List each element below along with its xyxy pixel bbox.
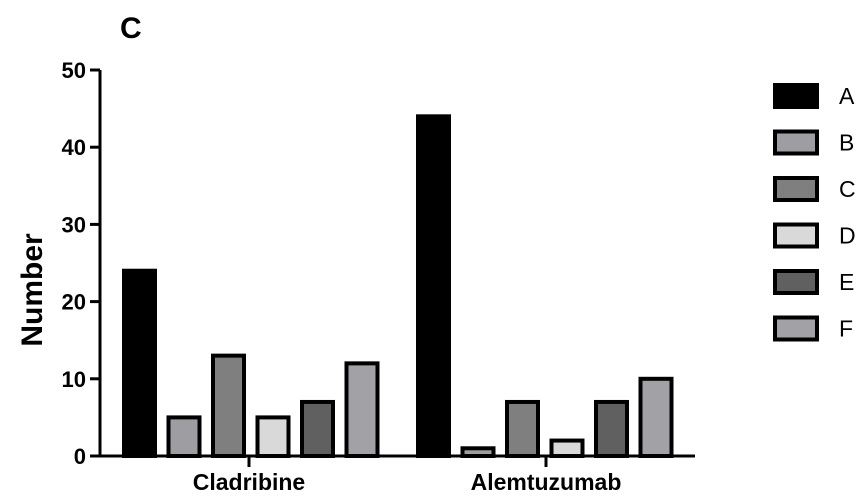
panel-label: C bbox=[120, 12, 142, 45]
bar-cladribine-c bbox=[211, 353, 246, 459]
bar-alemtuzumab-f bbox=[638, 376, 674, 458]
y-tick-label: 10 bbox=[62, 367, 86, 392]
legend-label-b: B bbox=[839, 130, 854, 156]
x-category-label: Cladribine bbox=[193, 469, 305, 495]
y-tick-label: 40 bbox=[62, 135, 86, 160]
y-tick-label: 30 bbox=[62, 212, 86, 237]
legend-label-d: D bbox=[839, 223, 856, 249]
bar-cladribine-d bbox=[255, 415, 291, 458]
y-tick-label: 20 bbox=[62, 290, 86, 315]
bar-cladribine-f bbox=[344, 361, 380, 458]
y-axis-title: Number bbox=[16, 233, 49, 347]
legend-label-f: F bbox=[839, 316, 853, 342]
legend-swatch-b bbox=[773, 129, 819, 156]
bar-cladribine-e bbox=[300, 399, 335, 458]
legend-label-a: A bbox=[839, 83, 855, 109]
legend-swatch-e bbox=[773, 269, 819, 295]
y-tick-label: 0 bbox=[74, 444, 86, 469]
axes: 0 10 20 30 40 50 Cladribine Alemtuzumab bbox=[62, 58, 695, 495]
bar-alemtuzumab-c bbox=[505, 399, 540, 458]
bar-cladribine-b bbox=[166, 415, 202, 458]
legend-swatch-c bbox=[773, 176, 819, 202]
legend-label-c: C bbox=[839, 176, 856, 202]
y-tick-label: 50 bbox=[62, 58, 86, 83]
legend-swatch-f bbox=[773, 315, 819, 342]
legend-label-e: E bbox=[839, 269, 854, 295]
bar-cladribine-a bbox=[122, 268, 157, 458]
bar-alemtuzumab-d bbox=[549, 438, 585, 458]
bar-alemtuzumab-e bbox=[594, 399, 629, 458]
bar-alemtuzumab-a bbox=[416, 114, 451, 458]
bars bbox=[122, 114, 674, 459]
x-category-label: Alemtuzumab bbox=[471, 469, 622, 495]
legend-swatch-d bbox=[773, 222, 819, 249]
legend-swatch-a bbox=[773, 83, 819, 109]
